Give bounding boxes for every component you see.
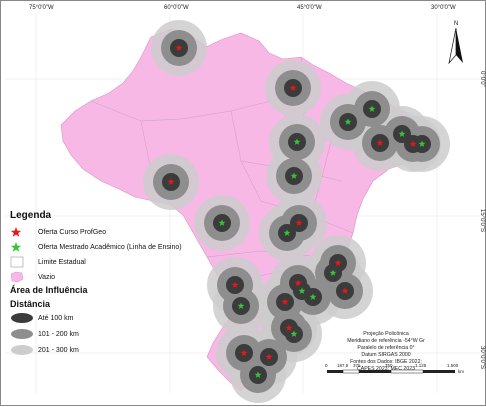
red-star-icon: [10, 226, 36, 238]
mestrado-star-marker: [237, 302, 245, 309]
profgeo-star-marker: [265, 353, 273, 360]
mestrado-star-marker: [290, 172, 298, 179]
scale-bar: km: [327, 369, 464, 374]
mestrado-star-marker: [368, 105, 376, 112]
mestrado-star-marker: [344, 118, 352, 125]
credits-line: Fontes dos Dados: IBGE 2022;: [350, 359, 422, 365]
green-star-icon: [10, 241, 36, 253]
legend-item-dist-300: 201 - 300 km: [10, 344, 79, 356]
scale-tick-label: 750: [385, 363, 393, 368]
legend-item-limite: Limite Estadual: [10, 256, 86, 268]
north-label: N: [454, 21, 458, 27]
profgeo-star-marker: [294, 279, 302, 286]
profgeo-star-marker: [167, 178, 175, 185]
mestrado-star-marker: [418, 140, 426, 147]
mestrado-star-marker: [218, 219, 226, 226]
legend-label-profgeo: Oferta Curso ProfGeo: [38, 228, 107, 236]
scale-tick-label: 1.500: [447, 363, 459, 368]
profgeo-star-marker: [175, 44, 183, 51]
coord-top-60w: 60°0'0"W: [164, 5, 189, 11]
profgeo-star-marker: [285, 324, 293, 331]
ellipse-dark-icon: [10, 312, 36, 324]
legend-item-dist-200: 101 - 200 km: [10, 328, 79, 340]
scale-tick-label: 1.125: [415, 363, 427, 368]
scale-tick-label: 375: [353, 363, 361, 368]
profgeo-star-marker: [240, 349, 248, 356]
legend-item-mestrado: Oferta Mestrado Acadêmico (Linha de Ensi…: [10, 241, 182, 253]
coord-top-45w: 45°0'0"W: [297, 5, 322, 11]
scale-unit: km: [458, 369, 464, 374]
empty-area-icon: [10, 271, 36, 283]
legend-label-limite: Limite Estadual: [38, 258, 86, 266]
profgeo-star-marker: [281, 298, 289, 305]
profgeo-star-marker: [295, 219, 303, 226]
mestrado-star-marker: [298, 287, 306, 294]
profgeo-star-marker: [376, 139, 384, 146]
mestrado-star-marker: [293, 138, 301, 145]
profgeo-star-marker: [409, 140, 417, 147]
mestrado-star-marker: [329, 269, 337, 276]
credits-line: Meridiano de referência -54°W Gr: [347, 338, 425, 344]
mestrado-star-marker: [254, 371, 262, 378]
distance-title: Distância: [10, 299, 51, 309]
scale-tick-label: 187,5: [337, 363, 349, 368]
legend-item-dist-100: Até 100 km: [10, 312, 73, 324]
legend-label-vazio: Vazio: [38, 273, 55, 281]
scale-tick-label: 0: [325, 363, 328, 368]
legend-label-mestrado: Oferta Mestrado Acadêmico (Linha de Ensi…: [38, 243, 182, 251]
mestrado-star-marker: [290, 330, 298, 337]
profgeo-star-marker: [334, 259, 342, 266]
scale-labels: 0 187,5 375 750 1.125 1.500: [323, 363, 463, 369]
legend-item-vazio: Vazio: [10, 271, 55, 283]
legend-label-dist-100: Até 100 km: [38, 314, 74, 322]
mestrado-star-marker: [309, 293, 317, 300]
credits-line: Projeção Policônica: [363, 331, 409, 337]
coord-top-75w: 75°0'0"W: [29, 5, 54, 11]
coord-top-30w: 30°0'0"W: [431, 5, 456, 11]
legend-label-dist-200: 101 - 200 km: [38, 330, 79, 338]
legend-label-dist-300: 201 - 300 km: [38, 346, 79, 354]
credits-line: Paralelo de referência 0°: [357, 345, 415, 351]
profgeo-star-marker: [231, 281, 239, 288]
north-arrow-icon: N: [448, 21, 463, 65]
offer-markers: [167, 44, 426, 378]
credits-line: CAPES 2023; MEC 2023: [357, 366, 415, 372]
ellipse-light-icon: [10, 344, 36, 356]
mestrado-star-marker: [398, 130, 406, 137]
credits-line: Datum SIRGAS 2000: [361, 352, 411, 358]
ellipse-mid-icon: [10, 328, 36, 340]
mestrado-star-marker: [283, 229, 291, 236]
map-credits: Projeção Policônica Meridiano de referên…: [321, 331, 451, 373]
legend-title: Legenda: [10, 210, 52, 221]
state-boundary-icon: [10, 256, 36, 268]
profgeo-star-marker: [289, 84, 297, 91]
influence-title: Área de Influência: [10, 285, 88, 295]
legend-item-profgeo: Oferta Curso ProfGeo: [10, 226, 106, 238]
profgeo-star-marker: [341, 287, 349, 294]
